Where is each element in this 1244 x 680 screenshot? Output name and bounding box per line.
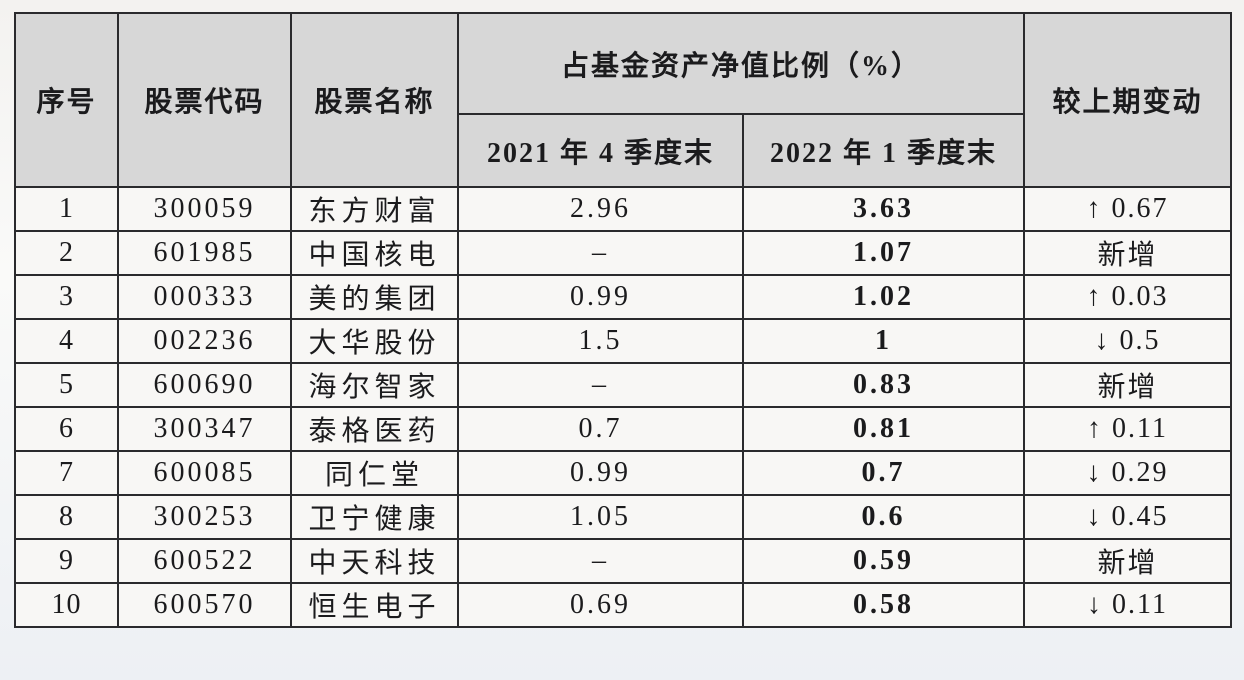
header-row-2: 2021 年 4 季度末 2022 年 1 季度末 [15,113,1231,188]
table-row: 10 600570 恒生电子 0.69 0.58 ↓ 0.11 [14,582,1233,628]
table-row: 3 000333 美的集团 0.99 1.02 ↑ 0.03 [14,274,1233,320]
cell-q1-2022: 0.81 [741,406,1026,452]
cell-index: 9 [14,538,119,584]
cell-change: ↓ 0.5 [1023,318,1233,364]
cell-change: 新增 [1023,538,1233,584]
table-body: 1 300059 东方财富 2.96 3.63 ↑ 0.67 2 601985 … [14,186,1233,628]
cell-code: 300253 [117,494,292,540]
cell-q4-2021: – [457,538,744,584]
cell-q1-2022: 1 [741,318,1026,364]
cell-index: 3 [14,274,119,320]
cell-q4-2021: 1.5 [457,318,744,364]
cell-code: 600522 [117,538,292,584]
cell-code: 600085 [117,450,292,496]
table-row: 4 002236 大华股份 1.5 1 ↓ 0.5 [14,318,1233,364]
cell-change: 新增 [1023,362,1233,408]
cell-index: 10 [14,582,119,628]
header-stock-name: 股票名称 [290,12,459,188]
cell-change: ↑ 0.11 [1023,406,1233,452]
cell-name: 同仁堂 [290,450,459,496]
cell-q1-2022: 0.6 [741,494,1026,540]
table-header: 序号 股票代码 股票名称 占基金资产净值比例（%） 较上期变动 2021 年 4… [14,12,1233,188]
cell-name: 恒生电子 [290,582,459,628]
cell-q1-2022: 0.58 [741,582,1026,628]
cell-name: 大华股份 [290,318,459,364]
cell-code: 600690 [117,362,292,408]
cell-q4-2021: – [457,362,744,408]
cell-q4-2021: 1.05 [457,494,744,540]
cell-name: 中天科技 [290,538,459,584]
cell-name: 美的集团 [290,274,459,320]
table-row: 9 600522 中天科技 – 0.59 新增 [14,538,1233,584]
cell-name: 中国核电 [290,230,459,276]
cell-code: 002236 [117,318,292,364]
header-nav-ratio-group: 占基金资产净值比例（%） [456,12,1026,115]
header-change: 较上期变动 [1023,12,1233,188]
cell-name: 海尔智家 [290,362,459,408]
cell-index: 5 [14,362,119,408]
cell-q1-2022: 1.02 [741,274,1026,320]
cell-change: ↑ 0.67 [1023,186,1233,232]
cell-q1-2022: 1.07 [741,230,1026,276]
table-row: 1 300059 东方财富 2.96 3.63 ↑ 0.67 [14,186,1233,232]
table-row: 8 300253 卫宁健康 1.05 0.6 ↓ 0.45 [14,494,1233,540]
cell-change: ↑ 0.03 [1023,274,1233,320]
cell-q4-2021: 0.69 [457,582,744,628]
cell-q1-2022: 3.63 [741,186,1026,232]
cell-code: 600570 [117,582,292,628]
header-row-1: 序号 股票代码 股票名称 占基金资产净值比例（%） 较上期变动 [14,12,1233,188]
cell-index: 6 [14,406,119,452]
cell-name: 卫宁健康 [290,494,459,540]
header-stock-code: 股票代码 [117,12,292,188]
header-index: 序号 [14,12,119,188]
cell-q1-2022: 0.83 [741,362,1026,408]
cell-change: ↓ 0.45 [1023,494,1233,540]
cell-change: 新增 [1023,230,1233,276]
cell-q4-2021: 0.99 [457,274,744,320]
cell-code: 300059 [117,186,292,232]
cell-q1-2022: 0.7 [741,450,1026,496]
cell-name: 泰格医药 [290,406,459,452]
table-row: 7 600085 同仁堂 0.99 0.7 ↓ 0.29 [14,450,1233,496]
cell-code: 601985 [117,230,292,276]
cell-index: 8 [14,494,119,540]
cell-q1-2022: 0.59 [741,538,1026,584]
cell-change: ↓ 0.11 [1023,582,1233,628]
cell-q4-2021: 0.7 [457,406,744,452]
cell-name: 东方财富 [290,186,459,232]
table-row: 2 601985 中国核电 – 1.07 新增 [14,230,1233,276]
header-q4-2021: 2021 年 4 季度末 [457,113,744,188]
cell-code: 000333 [117,274,292,320]
cell-q4-2021: 0.99 [457,450,744,496]
table-row: 5 600690 海尔智家 – 0.83 新增 [14,362,1233,408]
cell-index: 7 [14,450,119,496]
cell-q4-2021: – [457,230,744,276]
fund-holdings-table: 序号 股票代码 股票名称 占基金资产净值比例（%） 较上期变动 2021 年 4… [14,12,1233,628]
cell-index: 2 [14,230,119,276]
header-q1-2022: 2022 年 1 季度末 [741,113,1026,188]
cell-q4-2021: 2.96 [457,186,744,232]
cell-change: ↓ 0.29 [1023,450,1233,496]
cell-index: 1 [14,186,119,232]
cell-index: 4 [14,318,119,364]
cell-code: 300347 [117,406,292,452]
table-row: 6 300347 泰格医药 0.7 0.81 ↑ 0.11 [14,406,1233,452]
